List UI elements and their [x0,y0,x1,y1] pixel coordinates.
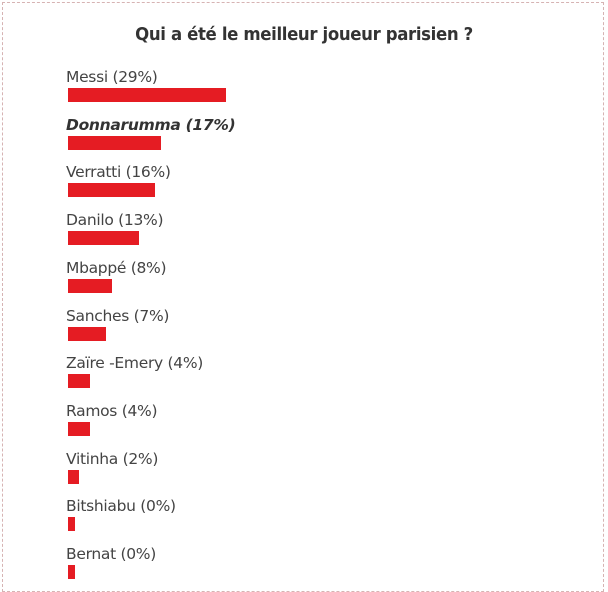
poll-option-bar [68,374,90,389]
poll-option[interactable]: Ramos (4%) [66,401,586,447]
poll-option-label: Zaïre -Emery (4%) [66,354,203,373]
poll-option[interactable]: Vitinha (2%) [66,449,586,495]
poll-option[interactable]: Mbappé (8%) [66,258,586,304]
poll-option-label: Ramos (4%) [66,401,158,420]
poll-option-bar [68,88,227,102]
poll-option-bar [68,565,75,579]
poll-option[interactable]: Messi (29%) [66,67,586,113]
poll-option-label: Messi (29%) [66,68,158,86]
poll-option[interactable]: Donnarumma (17%) [66,115,586,161]
poll-option-bar [68,517,75,532]
poll-option[interactable]: Bernat (0%) [66,544,586,590]
poll-option-label: Danilo (13%) [66,211,164,230]
poll-option-bar [68,421,90,436]
poll-option[interactable]: Danilo (13%) [66,210,586,256]
poll-option-bar [68,278,112,293]
poll-option-bar [68,135,161,150]
poll-option[interactable]: Zaïre -Emery (4%) [66,353,586,399]
poll-option-bar [68,231,139,246]
poll-option-bar [68,469,79,484]
poll-question: Qui a été le meilleur joueur parisien ? [135,24,473,45]
poll-option-label: Vitinha (2%) [66,449,159,468]
poll-option-bar [68,326,107,341]
poll-option-bar [68,183,156,198]
poll-option[interactable]: Bitshiabu (0%) [66,496,586,542]
poll-option[interactable]: Sanches (7%) [66,306,586,352]
poll-option-label: Sanches (7%) [66,306,170,325]
poll-option-label: Verratti (16%) [66,163,171,182]
poll-option-label: Bitshiabu (0%) [66,497,176,516]
poll-option-label: Mbappé (8%) [66,258,167,277]
poll-option-label: Bernat (0%) [66,545,156,563]
poll-option[interactable]: Verratti (16%) [66,162,586,208]
poll-option-label: Donnarumma (17%) [66,115,236,134]
